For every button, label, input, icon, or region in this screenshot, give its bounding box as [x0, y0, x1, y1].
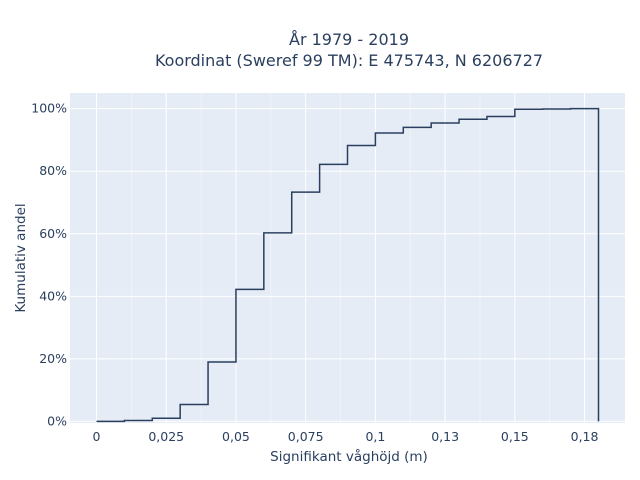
y-tick-label: 20%: [39, 351, 67, 366]
minor-gridlines: [130, 93, 551, 423]
y-tick-label: 80%: [39, 163, 67, 178]
chart-title-line1: År 1979 - 2019: [289, 30, 409, 49]
y-tick-label: 40%: [39, 288, 67, 303]
y-tick-label: 100%: [31, 101, 67, 116]
y-axis-ticks: 0% 20% 40% 60% 80% 100%: [31, 101, 67, 429]
x-axis-ticks: 0 0,025 0,05 0,075 0,1 0,13 0,15 0,18: [93, 429, 599, 444]
plot-background: [70, 93, 625, 423]
x-tick-label: 0,15: [501, 429, 529, 444]
x-tick-label: 0,025: [148, 429, 184, 444]
x-tick-label: 0,05: [222, 429, 250, 444]
y-tick-label: 0%: [47, 413, 67, 428]
x-tick-label: 0,075: [288, 429, 324, 444]
major-gridlines: [70, 93, 625, 423]
chart-title-line2: Koordinat (Sweref 99 TM): E 475743, N 62…: [155, 51, 543, 70]
y-tick-label: 60%: [39, 226, 67, 241]
cumulative-step-line: [96, 107, 600, 423]
x-tick-label: 0: [93, 429, 101, 444]
y-axis-label: Kumulativ andel: [13, 203, 29, 312]
x-axis-label: Signifikant våghöjd (m): [270, 448, 428, 465]
x-tick-label: 0,13: [431, 429, 459, 444]
x-tick-label: 0,18: [571, 429, 599, 444]
x-tick-label: 0,1: [365, 429, 385, 444]
